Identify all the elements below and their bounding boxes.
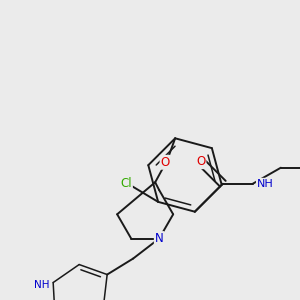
Text: O: O [196, 155, 206, 168]
Text: NH: NH [34, 280, 49, 290]
Text: NH: NH [257, 179, 274, 189]
Text: Cl: Cl [120, 177, 132, 190]
Text: N: N [155, 232, 164, 245]
Text: O: O [160, 156, 170, 169]
